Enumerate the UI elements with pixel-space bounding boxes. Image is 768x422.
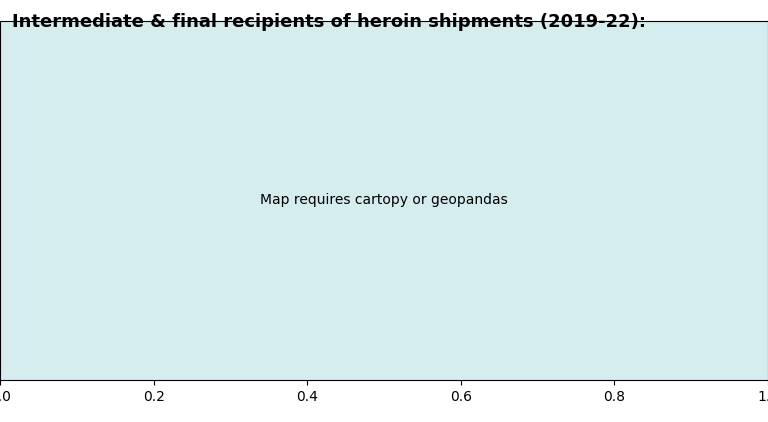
Text: Map requires cartopy or geopandas: Map requires cartopy or geopandas [260, 193, 508, 208]
Text: Intermediate & final recipients of heroin shipments (2019-22):: Intermediate & final recipients of heroi… [12, 13, 646, 31]
